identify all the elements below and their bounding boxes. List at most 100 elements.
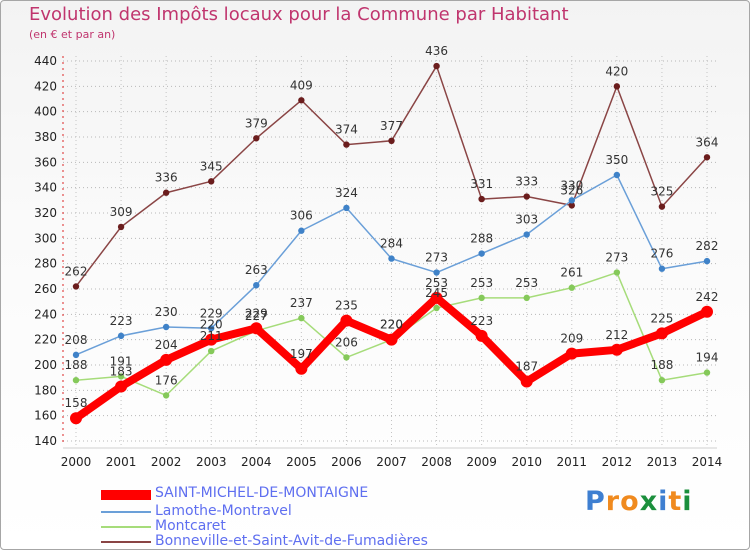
data-label: 350 (605, 153, 628, 167)
y-tick-label: 420 (34, 79, 57, 93)
data-label: 273 (605, 251, 628, 265)
data-label: 261 (560, 266, 583, 280)
data-label: 242 (696, 290, 719, 304)
data-point (433, 269, 440, 276)
data-label: 183 (110, 365, 133, 379)
data-point (658, 265, 666, 272)
legend-label: Bonneville-et-Saint-Avit-de-Fumadières (155, 533, 428, 549)
data-label: 345 (200, 159, 223, 173)
data-point (253, 135, 260, 142)
data-label: 209 (560, 332, 583, 346)
data-label: 262 (65, 264, 88, 278)
data-label: 211 (200, 329, 223, 343)
data-label: 158 (65, 396, 88, 410)
legend-label: Lamothe-Montravel (155, 503, 292, 519)
data-label: 333 (515, 175, 538, 189)
x-tick-label: 2008 (421, 455, 452, 469)
data-label: 276 (650, 247, 673, 261)
data-label: 191 (110, 354, 133, 368)
data-point (72, 351, 80, 359)
data-label: 253 (425, 276, 448, 290)
data-label: 303 (515, 213, 538, 227)
data-point (613, 269, 621, 276)
data-point (703, 257, 711, 265)
data-point (568, 284, 575, 291)
logo-letter: P (585, 486, 606, 517)
chart-title: Evolution des Impôts locaux pour la Comm… (29, 4, 569, 25)
y-tick-label: 320 (34, 206, 57, 220)
x-tick-label: 2002 (151, 455, 182, 469)
y-tick-label: 140 (34, 434, 57, 448)
data-point (655, 327, 668, 340)
data-point (72, 283, 80, 290)
data-label: 206 (335, 335, 358, 349)
data-point (72, 377, 80, 384)
data-point (250, 322, 263, 335)
data-label: 282 (696, 239, 719, 253)
x-tick-label: 2003 (196, 455, 227, 469)
data-point (478, 195, 485, 203)
data-point (523, 193, 530, 200)
logo-letter: o (620, 486, 640, 517)
data-label: 194 (696, 351, 719, 365)
y-tick-label: 440 (34, 54, 57, 68)
x-tick-label: 2013 (647, 455, 678, 469)
x-tick-label: 2007 (376, 455, 407, 469)
data-label: 225 (650, 311, 673, 325)
legend-swatch (101, 541, 151, 543)
data-label: 409 (290, 78, 313, 92)
data-point (115, 380, 128, 393)
data-label: 230 (155, 305, 178, 319)
data-point (162, 392, 170, 399)
x-tick-label: 2010 (511, 455, 542, 469)
data-point (295, 362, 308, 375)
proxiti-logo: Proxiti (585, 486, 693, 517)
chart-subtitle: (en € et par an) (29, 28, 116, 41)
x-tick-label: 2011 (557, 455, 588, 469)
data-label: 220 (200, 318, 223, 332)
data-label: 188 (65, 358, 88, 372)
data-label: 288 (470, 232, 493, 246)
data-point (385, 333, 398, 346)
data-label: 284 (380, 237, 403, 251)
y-tick-label: 360 (34, 155, 57, 169)
x-tick-label: 2014 (692, 455, 723, 469)
data-point (658, 203, 666, 210)
data-label: 223 (470, 314, 493, 328)
data-label: 374 (335, 123, 358, 137)
data-point (117, 223, 125, 231)
data-point (520, 375, 533, 388)
data-point (253, 282, 260, 289)
data-point (208, 325, 215, 332)
data-point (613, 83, 621, 90)
logo-letter: x (639, 486, 659, 517)
data-label: 229 (200, 306, 223, 320)
y-tick-label: 400 (34, 105, 57, 119)
data-label: 326 (560, 183, 583, 197)
data-label: 227 (245, 309, 268, 323)
data-point (658, 377, 666, 384)
data-label: 306 (290, 209, 313, 223)
data-point (523, 294, 530, 302)
legend-swatch (101, 490, 151, 500)
data-point (701, 305, 713, 318)
data-label: 235 (335, 299, 358, 313)
data-label: 336 (155, 171, 178, 185)
data-point (340, 314, 353, 327)
y-tick-label: 280 (34, 257, 57, 271)
legend-label: Montcaret (155, 518, 226, 534)
data-label: 208 (65, 333, 88, 347)
x-tick-label: 2000 (61, 455, 92, 469)
data-point (523, 231, 530, 238)
x-tick-label: 2009 (466, 455, 497, 469)
y-tick-label: 200 (34, 358, 57, 372)
data-point (343, 354, 350, 361)
data-point (162, 323, 170, 331)
data-label: 237 (290, 296, 313, 310)
data-point (703, 369, 711, 376)
data-point (343, 141, 350, 148)
data-point (388, 137, 395, 144)
data-label: 220 (380, 318, 403, 332)
